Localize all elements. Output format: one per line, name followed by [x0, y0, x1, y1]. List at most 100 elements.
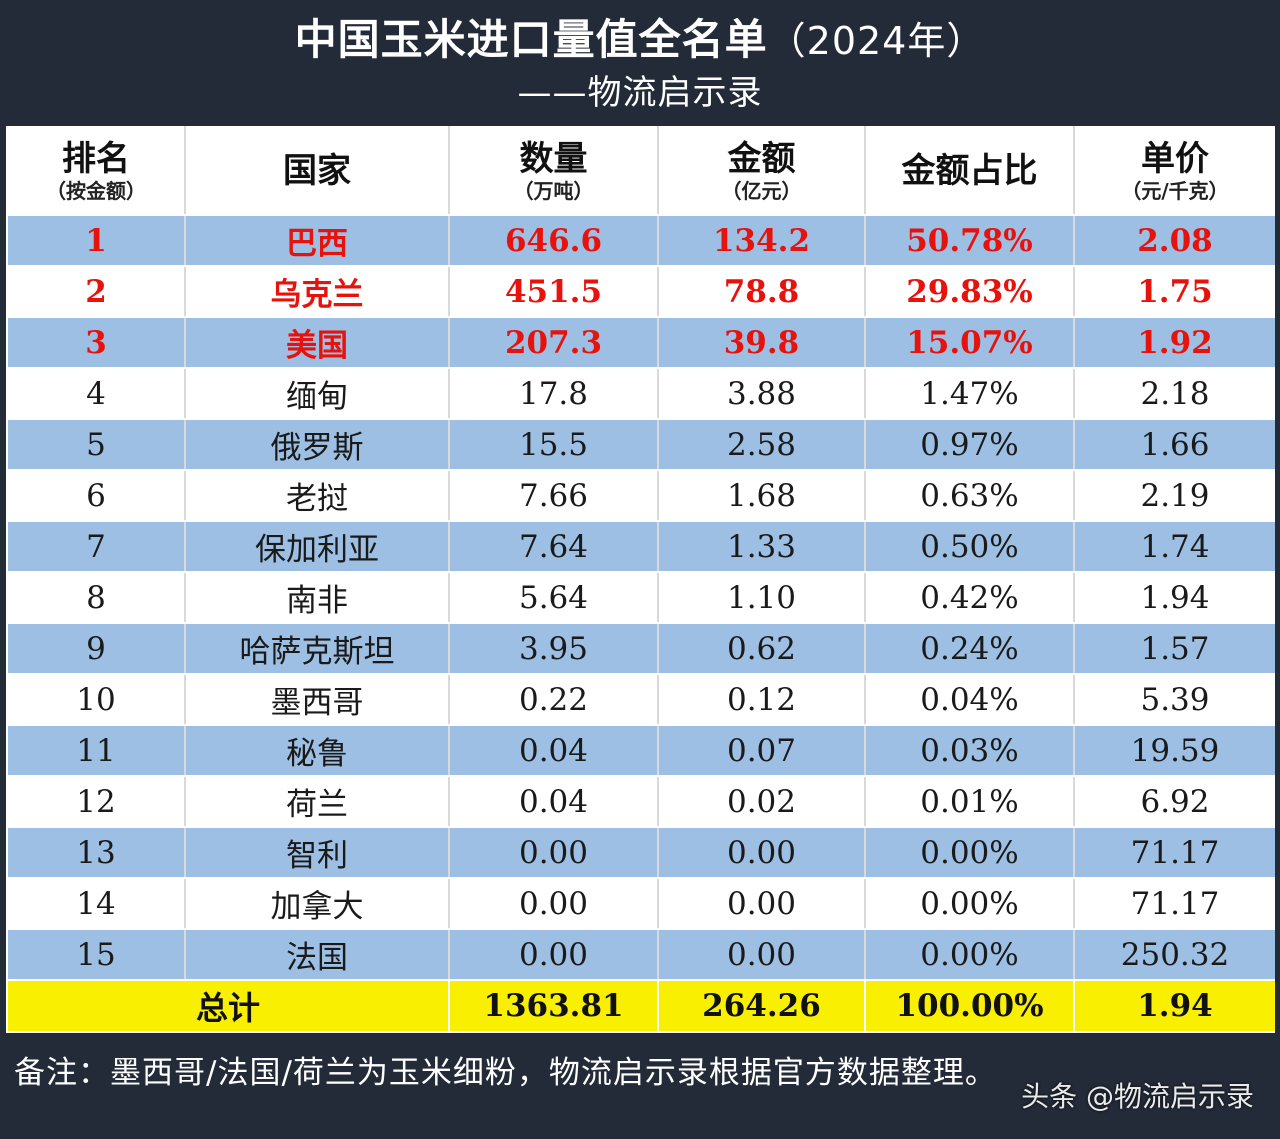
- total-amount: 264.26: [657, 979, 865, 1033]
- amount-cell: 0.12: [657, 673, 866, 726]
- unit-price-cell: 71.17: [1073, 826, 1275, 879]
- rank-cell: 4: [6, 367, 186, 420]
- table-row: 2 乌克兰 451.5 78.8 29.83% 1.75: [6, 265, 1275, 318]
- header-unit-price: 单价 （元/千克）: [1073, 126, 1275, 216]
- title-year: （2024年）: [767, 19, 986, 63]
- country-cell: 智利: [184, 826, 450, 879]
- header-rank: 排名 （按金额）: [6, 126, 186, 216]
- quantity-cell: 0.22: [448, 673, 659, 726]
- unit-price-cell: 19.59: [1073, 724, 1275, 777]
- total-label: 总计: [6, 979, 449, 1033]
- header-country: 国家: [184, 126, 450, 216]
- quantity-cell: 15.5: [448, 418, 659, 471]
- share-cell: 0.50%: [864, 520, 1075, 573]
- unit-price-cell: 1.57: [1073, 622, 1275, 675]
- quantity-cell: 3.95: [448, 622, 659, 675]
- rank-cell: 11: [6, 724, 186, 777]
- table-row: 11 秘鲁 0.04 0.07 0.03% 19.59: [6, 724, 1275, 777]
- share-cell: 0.00%: [864, 928, 1075, 981]
- page-title: 中国玉米进口量值全名单（2024年）: [6, 0, 1274, 69]
- table-row: 1 巴西 646.6 134.2 50.78% 2.08: [6, 214, 1275, 267]
- share-cell: 0.00%: [864, 877, 1075, 930]
- share-cell: 0.42%: [864, 571, 1075, 624]
- table-row: 12 荷兰 0.04 0.02 0.01% 6.92: [6, 775, 1275, 828]
- unit-price-cell: 2.08: [1073, 214, 1275, 267]
- country-cell: 老挝: [184, 469, 450, 522]
- country-cell: 乌克兰: [184, 265, 450, 318]
- amount-cell: 0.00: [657, 877, 866, 930]
- country-cell: 荷兰: [184, 775, 450, 828]
- rank-cell: 12: [6, 775, 186, 828]
- amount-cell: 134.2: [657, 214, 866, 267]
- country-cell: 哈萨克斯坦: [184, 622, 450, 675]
- header-amount: 金额 （亿元）: [657, 126, 866, 216]
- amount-cell: 0.00: [657, 928, 866, 981]
- table-row: 7 保加利亚 7.64 1.33 0.50% 1.74: [6, 520, 1275, 573]
- title-main: 中国玉米进口量值全名单: [294, 15, 768, 64]
- amount-cell: 0.00: [657, 826, 866, 879]
- share-cell: 15.07%: [864, 316, 1075, 369]
- rank-cell: 14: [6, 877, 186, 930]
- total-unit-price: 1.94: [1073, 979, 1275, 1033]
- quantity-cell: 7.66: [448, 469, 659, 522]
- unit-price-cell: 2.19: [1073, 469, 1275, 522]
- unit-price-cell: 250.32: [1073, 928, 1275, 981]
- amount-cell: 1.10: [657, 571, 866, 624]
- amount-cell: 1.68: [657, 469, 866, 522]
- rank-cell: 9: [6, 622, 186, 675]
- country-cell: 美国: [184, 316, 450, 369]
- import-table: 排名 （按金额） 国家 数量 （万吨） 金额 （亿元） 金额占比 单价 （元/千克） 1…: [6, 126, 1275, 1033]
- unit-price-cell: 2.18: [1073, 367, 1275, 420]
- amount-cell: 2.58: [657, 418, 866, 471]
- quantity-cell: 0.04: [448, 775, 659, 828]
- share-cell: 0.00%: [864, 826, 1075, 879]
- country-cell: 法国: [184, 928, 450, 981]
- table-row: 4 缅甸 17.8 3.88 1.47% 2.18: [6, 367, 1275, 420]
- table-row: 6 老挝 7.66 1.68 0.63% 2.19: [6, 469, 1275, 522]
- rank-cell: 10: [6, 673, 186, 726]
- share-cell: 0.01%: [864, 775, 1075, 828]
- rank-cell: 5: [6, 418, 186, 471]
- share-cell: 0.04%: [864, 673, 1075, 726]
- unit-price-cell: 1.74: [1073, 520, 1275, 573]
- watermark: 头条 @物流启示录: [1021, 1080, 1254, 1113]
- total-quantity: 1363.81: [448, 979, 658, 1033]
- country-cell: 保加利亚: [184, 520, 450, 573]
- country-cell: 秘鲁: [184, 724, 450, 777]
- share-cell: 0.63%: [864, 469, 1075, 522]
- table-body: 1 巴西 646.6 134.2 50.78% 2.08 2 乌克兰 451.5 78.8 29.8…: [6, 214, 1275, 981]
- amount-cell: 0.62: [657, 622, 866, 675]
- share-cell: 50.78%: [864, 214, 1075, 267]
- page-subtitle: ——物流启示录: [517, 73, 763, 113]
- unit-price-cell: 1.66: [1073, 418, 1275, 471]
- quantity-cell: 0.00: [448, 928, 659, 981]
- total-row: 总计 1363.81 264.26 100.00% 1.94: [6, 979, 1275, 1033]
- share-cell: 0.97%: [864, 418, 1075, 471]
- rank-cell: 13: [6, 826, 186, 879]
- quantity-cell: 5.64: [448, 571, 659, 624]
- rank-cell: 3: [6, 316, 186, 369]
- table-header: 排名 （按金额） 国家 数量 （万吨） 金额 （亿元） 金额占比 单价 （元/千克）: [6, 126, 1275, 216]
- header-share: 金额占比: [864, 126, 1075, 216]
- amount-cell: 39.8: [657, 316, 866, 369]
- rank-cell: 2: [6, 265, 186, 318]
- unit-price-cell: 71.17: [1073, 877, 1275, 930]
- unit-price-cell: 1.92: [1073, 316, 1275, 369]
- rank-cell: 6: [6, 469, 186, 522]
- quantity-cell: 646.6: [448, 214, 659, 267]
- country-cell: 巴西: [184, 214, 450, 267]
- share-cell: 0.03%: [864, 724, 1075, 777]
- quantity-cell: 7.64: [448, 520, 659, 573]
- amount-cell: 0.02: [657, 775, 866, 828]
- table-row: 13 智利 0.00 0.00 0.00% 71.17: [6, 826, 1275, 879]
- table-row: 5 俄罗斯 15.5 2.58 0.97% 1.66: [6, 418, 1275, 471]
- header: 中国玉米进口量值全名单（2024年） ——物流启示录: [6, 0, 1274, 126]
- amount-cell: 1.33: [657, 520, 866, 573]
- rank-cell: 7: [6, 520, 186, 573]
- share-cell: 29.83%: [864, 265, 1075, 318]
- country-cell: 俄罗斯: [184, 418, 450, 471]
- quantity-cell: 207.3: [448, 316, 659, 369]
- rank-cell: 1: [6, 214, 186, 267]
- share-cell: 0.24%: [864, 622, 1075, 675]
